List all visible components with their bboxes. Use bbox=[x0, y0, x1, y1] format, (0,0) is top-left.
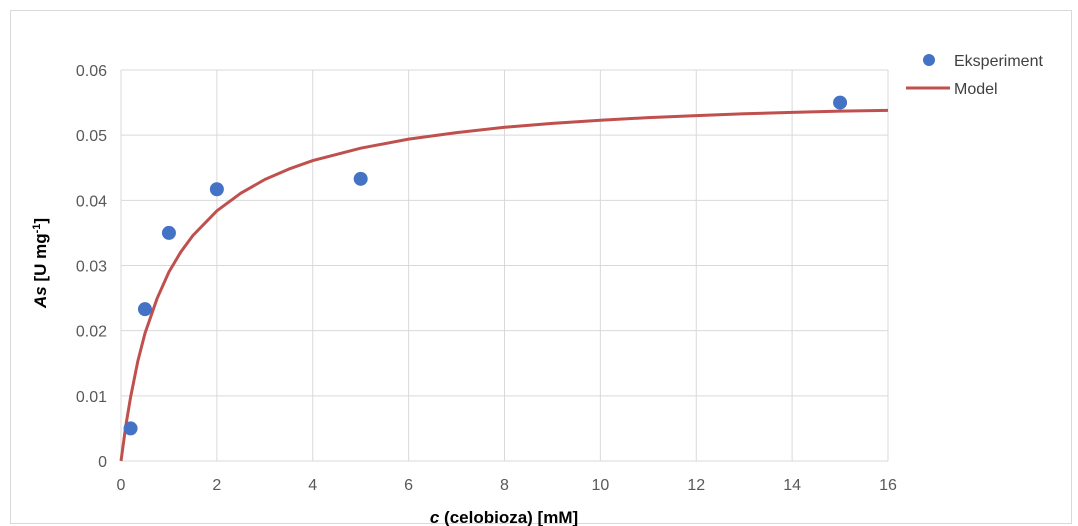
x-tick-label: 8 bbox=[500, 477, 509, 494]
chart-frame bbox=[10, 10, 1072, 524]
legend-label: Eksperiment bbox=[954, 53, 1043, 70]
y-tick-label: 0.05 bbox=[76, 128, 107, 145]
y-axis-title-italic: As bbox=[31, 286, 50, 309]
y-tick-label: 0 bbox=[98, 454, 107, 471]
y-tick-label: 0.03 bbox=[76, 259, 107, 276]
x-axis-title-italic: c bbox=[430, 508, 440, 526]
legend-label: Model bbox=[954, 81, 998, 98]
legend-marker-eksperiment bbox=[923, 54, 935, 66]
data-point bbox=[209, 182, 224, 197]
data-point bbox=[353, 171, 368, 186]
y-axis-title: As [U mg-1] bbox=[31, 218, 50, 309]
y-tick-label: 0.01 bbox=[76, 389, 107, 406]
x-tick-label: 16 bbox=[879, 477, 897, 494]
x-axis-title-rest: (celobioza) [mM] bbox=[439, 508, 578, 526]
y-tick-label: 0.06 bbox=[76, 63, 107, 80]
model-curve bbox=[119, 108, 889, 462]
x-tick-label: 2 bbox=[212, 477, 221, 494]
x-axis-title: c (celobioza) [mM] bbox=[430, 508, 578, 526]
y-axis-title-superscript: -1 bbox=[31, 224, 43, 234]
x-axis-ticks: 0 2 4 6 8 10 12 14 16 bbox=[117, 477, 897, 494]
x-tick-label: 6 bbox=[404, 477, 413, 494]
data-point bbox=[123, 421, 138, 436]
y-axis-ticks: 0 0.01 0.02 0.03 0.04 0.05 0.06 bbox=[76, 63, 107, 471]
plot-series bbox=[119, 95, 889, 462]
x-tick-label: 14 bbox=[783, 477, 801, 494]
data-point bbox=[833, 95, 848, 110]
y-tick-label: 0.04 bbox=[76, 193, 107, 210]
x-tick-label: 12 bbox=[687, 477, 705, 494]
y-tick-label: 0.02 bbox=[76, 324, 107, 341]
x-tick-label: 0 bbox=[117, 477, 126, 494]
legend: Eksperiment Model bbox=[906, 53, 1043, 98]
data-point bbox=[161, 225, 176, 240]
y-axis-title-end: ] bbox=[31, 218, 50, 224]
data-point bbox=[137, 302, 152, 317]
x-tick-label: 4 bbox=[308, 477, 317, 494]
gridlines bbox=[120, 69, 889, 462]
x-tick-label: 10 bbox=[591, 477, 609, 494]
y-axis-title-rest: [U mg bbox=[31, 233, 50, 286]
